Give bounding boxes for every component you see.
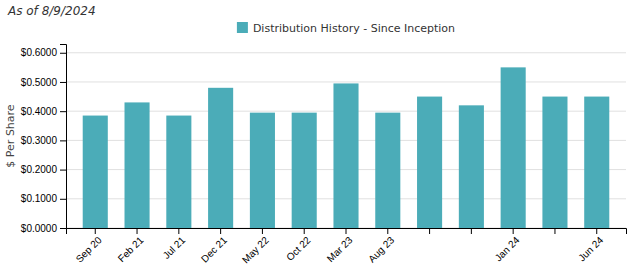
x-tick: Feb 21 [116,228,146,264]
bar [375,113,400,228]
y-tick-mark [60,53,66,54]
bar [417,97,442,228]
grid-line [66,81,626,82]
x-tick: Sep 20 [74,228,104,265]
x-tick-mark [220,228,221,234]
y-axis-line [60,45,67,229]
x-tick-mark [262,228,263,234]
x-tick: Jun 24 [576,228,605,263]
x-tick [554,228,555,234]
x-tick-mark [429,228,430,234]
bar [250,113,275,228]
x-tick-label: May 22 [240,234,271,265]
x-tick [471,228,472,234]
legend-swatch [237,22,248,33]
bar [542,97,567,228]
y-tick-label: $0.2000 [21,164,58,175]
title: As of 8/9/2024 [7,4,96,18]
x-tick-mark [554,228,555,234]
x-tick: Jan 24 [493,228,522,263]
y-tick-mark [60,140,66,141]
chart: $0.0000 $0.1000 $0.2000 $0.3000 $0.4000 $0.50… [0,0,640,276]
bar [333,83,358,228]
x-axis-line [67,229,627,235]
y-tick-mark [60,82,66,83]
y-tick: $0.4000 [21,106,66,117]
legend-item: Distribution History - Since Inception [237,22,455,35]
bars [83,67,610,228]
x-tick-mark [137,228,138,234]
grid [66,53,626,228]
y-tick-mark [60,199,66,200]
y-tick: $0.3000 [21,135,66,146]
y-tick: $0.6000 [21,47,66,58]
x-tick-label: Dec 21 [199,234,229,264]
x-tick-label: Oct 22 [284,234,313,263]
x-tick [429,228,430,234]
x-tick-mark [304,228,305,234]
y-tick: $0.1000 [21,193,66,204]
x-tick-label: Jan 24 [493,234,522,263]
x-tick: Mar 23 [325,228,355,264]
bar [292,113,317,228]
plot: $0.0000 $0.1000 $0.2000 $0.3000 $0.4000 $0.50… [21,45,627,266]
x-tick-mark [178,228,179,234]
x-tick-mark [346,228,347,234]
y-tick: $0.0000 [21,223,66,234]
y-tick-mark [60,228,66,229]
y-tick-label: $0.1000 [21,193,58,204]
x-tick: Aug 23 [366,228,396,265]
y-axis-title: $ Per Share [4,104,17,167]
grid-line [66,52,626,53]
x-tick-label: Aug 23 [366,234,396,264]
bar [501,67,526,228]
legend-label: Distribution History - Since Inception [253,22,455,35]
x-tick-mark [387,228,388,234]
legend: Distribution History - Since Inception [237,22,455,35]
bar [584,97,609,228]
x-axis: Sep 20 Feb 21 Jul 21 Dec 21 May 22 Oct 22 Mar … [67,228,627,265]
x-tick: Dec 21 [199,228,229,265]
x-tick-mark [596,228,597,234]
x-tick: Jul 21 [161,228,188,261]
x-tick-label: Feb 21 [116,234,146,264]
bar [208,88,233,228]
bar [459,105,484,228]
y-tick-mark [60,111,66,112]
x-tick-mark [513,228,514,234]
bar [166,116,191,228]
x-tick-label: Jun 24 [576,234,605,263]
x-tick-mark [471,228,472,234]
x-tick: May 22 [240,228,271,265]
y-axis: $0.0000 $0.1000 $0.2000 $0.3000 $0.4000 $0.50… [21,45,67,234]
x-tick-mark [95,228,96,234]
y-tick-label: $0.3000 [21,135,58,146]
x-tick-label: Jul 21 [161,234,188,261]
x-tick: Oct 22 [284,228,313,263]
x-tick-label: Sep 20 [74,234,104,264]
y-tick-label: $0.4000 [21,106,58,117]
y-tick-mark [60,170,66,171]
x-tick-label: Mar 23 [325,234,355,264]
y-tick-label: $0.6000 [21,47,58,58]
y-tick-label: $0.0000 [21,223,58,234]
bar [125,102,150,228]
y-tick: $0.2000 [21,164,66,175]
y-tick-label: $0.5000 [21,77,58,88]
y-tick: $0.5000 [21,77,66,88]
bar [83,116,108,228]
